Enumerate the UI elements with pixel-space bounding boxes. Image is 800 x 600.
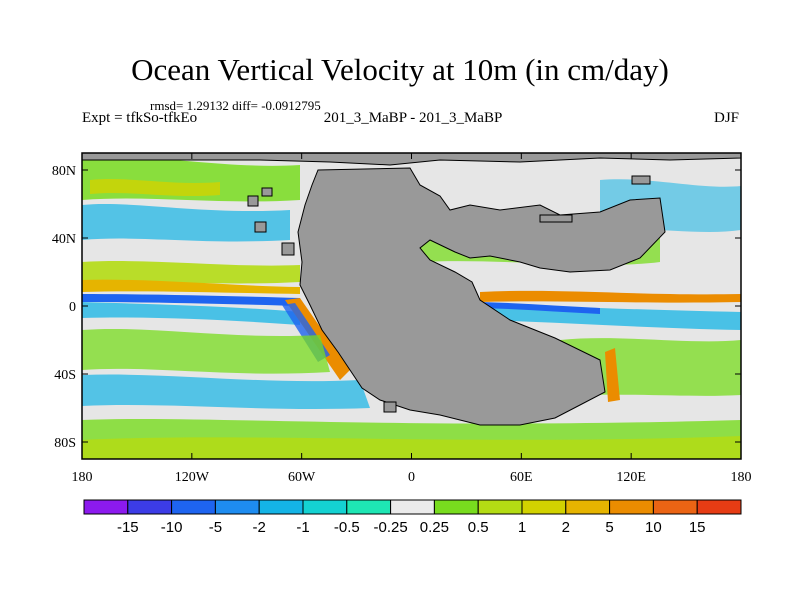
land-island-4 <box>254 221 267 233</box>
x-tick-label: 180 <box>72 470 93 485</box>
colorbar-swatch <box>696 499 742 515</box>
colorbar-label: -15 <box>117 519 139 536</box>
land-island-6 <box>631 175 651 185</box>
velocity-field <box>82 157 741 459</box>
colorbar-label: 5 <box>605 519 613 536</box>
colorbar-swatch <box>433 499 479 515</box>
field-east-coastal-orange <box>605 348 620 402</box>
experiment-label: Expt = tfkSo-tfkEo <box>82 110 198 126</box>
colorbar-labels: -15 -10 -5 -2 -1 -0.5 -0.25 0.25 0.5 1 2 5 10 15 <box>117 519 706 536</box>
y-tick-label: 40N <box>52 232 76 247</box>
colorbar-label: -10 <box>161 519 183 536</box>
x-tick-label: 120E <box>616 470 646 485</box>
colorbar-swatch <box>521 499 567 515</box>
colorbar-swatch <box>83 499 129 515</box>
field-band-north-yellow <box>90 179 220 197</box>
colorbar-label: 10 <box>645 519 662 536</box>
colorbar-label: 15 <box>689 519 706 536</box>
colorbar-swatch <box>127 499 173 515</box>
map-plot-area <box>82 153 741 459</box>
field-band-south-green <box>82 328 330 374</box>
colorbar <box>83 499 742 515</box>
colorbar-swatch <box>565 499 611 515</box>
field-east-equator-blue <box>480 302 600 314</box>
field-band-north-cyan <box>82 203 290 242</box>
field-band-far-south-yellow <box>82 436 741 459</box>
colorbar-swatch <box>609 499 654 515</box>
colorbar-label: 0.5 <box>468 519 489 536</box>
land-island-7 <box>383 401 397 413</box>
x-tick-label: 120W <box>175 470 210 485</box>
x-tick-label: 60E <box>510 470 533 485</box>
field-east-equator-orange <box>480 290 741 303</box>
colorbar-swatch <box>652 499 698 515</box>
stats-label: rmsd= 1.29132 diff= -0.0912795 <box>150 98 321 113</box>
colorbar-swatch <box>214 499 260 515</box>
field-equator-cyan-west <box>82 302 300 325</box>
field-equator-green-west <box>82 261 300 284</box>
x-axis-ticks: 180 120W 60W 0 60E 120E 180 <box>72 153 752 485</box>
y-axis-ticks: 80N 40N 0 40S 80S <box>52 164 741 451</box>
y-tick-label: 80S <box>54 436 76 451</box>
colorbar-label: -1 <box>296 519 309 536</box>
y-tick-label: 80N <box>52 164 76 179</box>
colorbar-label: -0.25 <box>373 519 407 536</box>
colorbar-label: 2 <box>562 519 570 536</box>
colorbar-label: 1 <box>518 519 526 536</box>
x-tick-label: 60W <box>288 470 316 485</box>
colorbar-swatch <box>171 499 216 515</box>
land-island-3 <box>261 187 273 197</box>
land-island-1 <box>539 214 573 223</box>
x-tick-label: 180 <box>731 470 752 485</box>
colorbar-label: -5 <box>209 519 222 536</box>
plot-title: Ocean Vertical Velocity at 10m (in cm/da… <box>131 52 669 87</box>
colorbar-swatch <box>302 499 348 515</box>
colorbar-swatch <box>477 499 523 515</box>
land-island-2 <box>247 195 259 207</box>
colorbar-swatch <box>258 499 304 515</box>
colorbar-swatch <box>346 499 392 515</box>
field-band-south-cyan <box>82 374 370 409</box>
land-island-5 <box>281 242 295 256</box>
field-equator-orange-west <box>82 279 300 294</box>
colorbar-label: 0.25 <box>420 519 449 536</box>
y-tick-label: 0 <box>69 300 76 315</box>
case-label: 201_3_MaBP - 201_3_MaBP <box>323 110 503 126</box>
season-label: DJF <box>713 110 739 126</box>
colorbar-swatch <box>390 499 435 515</box>
y-tick-label: 40S <box>54 368 76 383</box>
field-equator-blue-west <box>82 294 300 306</box>
colorbar-label: -2 <box>253 519 266 536</box>
colorbar-label: -0.5 <box>334 519 360 536</box>
x-tick-label: 0 <box>408 470 415 485</box>
field-east-equator-cyan <box>480 305 741 330</box>
